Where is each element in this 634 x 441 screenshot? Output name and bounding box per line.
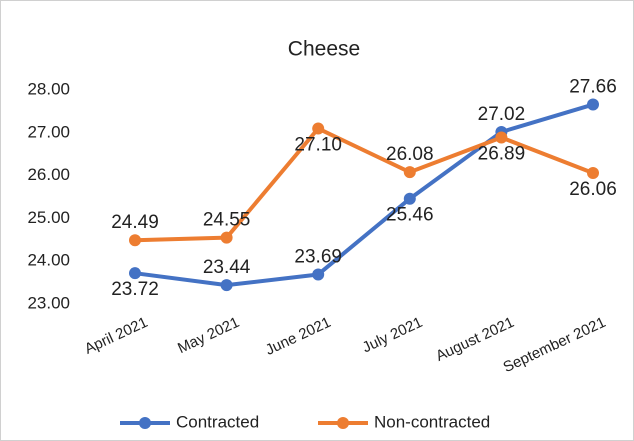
y-tick-label: 24.00 xyxy=(27,251,70,270)
data-point xyxy=(129,234,141,247)
data-label: 24.49 xyxy=(111,212,159,233)
y-tick-label: 27.00 xyxy=(27,122,70,141)
y-tick-label: 23.00 xyxy=(27,293,70,312)
data-point xyxy=(129,267,141,280)
y-tick-label: 26.00 xyxy=(27,165,70,184)
series-line xyxy=(134,102,594,288)
legend-label: Contracted xyxy=(176,412,259,431)
data-label: 27.10 xyxy=(294,135,342,156)
data-point xyxy=(587,98,599,111)
data-point xyxy=(220,279,233,292)
legend-label: Non-contracted xyxy=(374,412,490,431)
y-tick-label: 28.00 xyxy=(27,79,70,98)
data-label: 24.55 xyxy=(203,210,251,231)
legend-marker xyxy=(139,417,151,429)
data-label: 23.44 xyxy=(203,257,251,278)
data-point xyxy=(587,167,599,180)
data-point xyxy=(403,192,416,205)
data-point xyxy=(220,231,233,244)
data-point xyxy=(312,122,325,135)
data-label: 26.89 xyxy=(478,144,526,165)
data-label: 26.08 xyxy=(386,144,434,165)
data-point xyxy=(403,166,416,179)
y-tick-label: 25.00 xyxy=(27,208,70,227)
data-label: 27.02 xyxy=(478,104,526,125)
series-line xyxy=(134,126,594,243)
data-label: 27.66 xyxy=(569,77,617,98)
data-point xyxy=(495,131,508,144)
legend-marker xyxy=(337,417,349,429)
chart-title: Cheese xyxy=(288,38,360,61)
data-point xyxy=(312,268,325,281)
data-label: 25.46 xyxy=(386,205,434,226)
data-label: 23.72 xyxy=(111,279,159,300)
data-label: 26.06 xyxy=(569,179,617,200)
data-label: 23.69 xyxy=(294,246,342,267)
